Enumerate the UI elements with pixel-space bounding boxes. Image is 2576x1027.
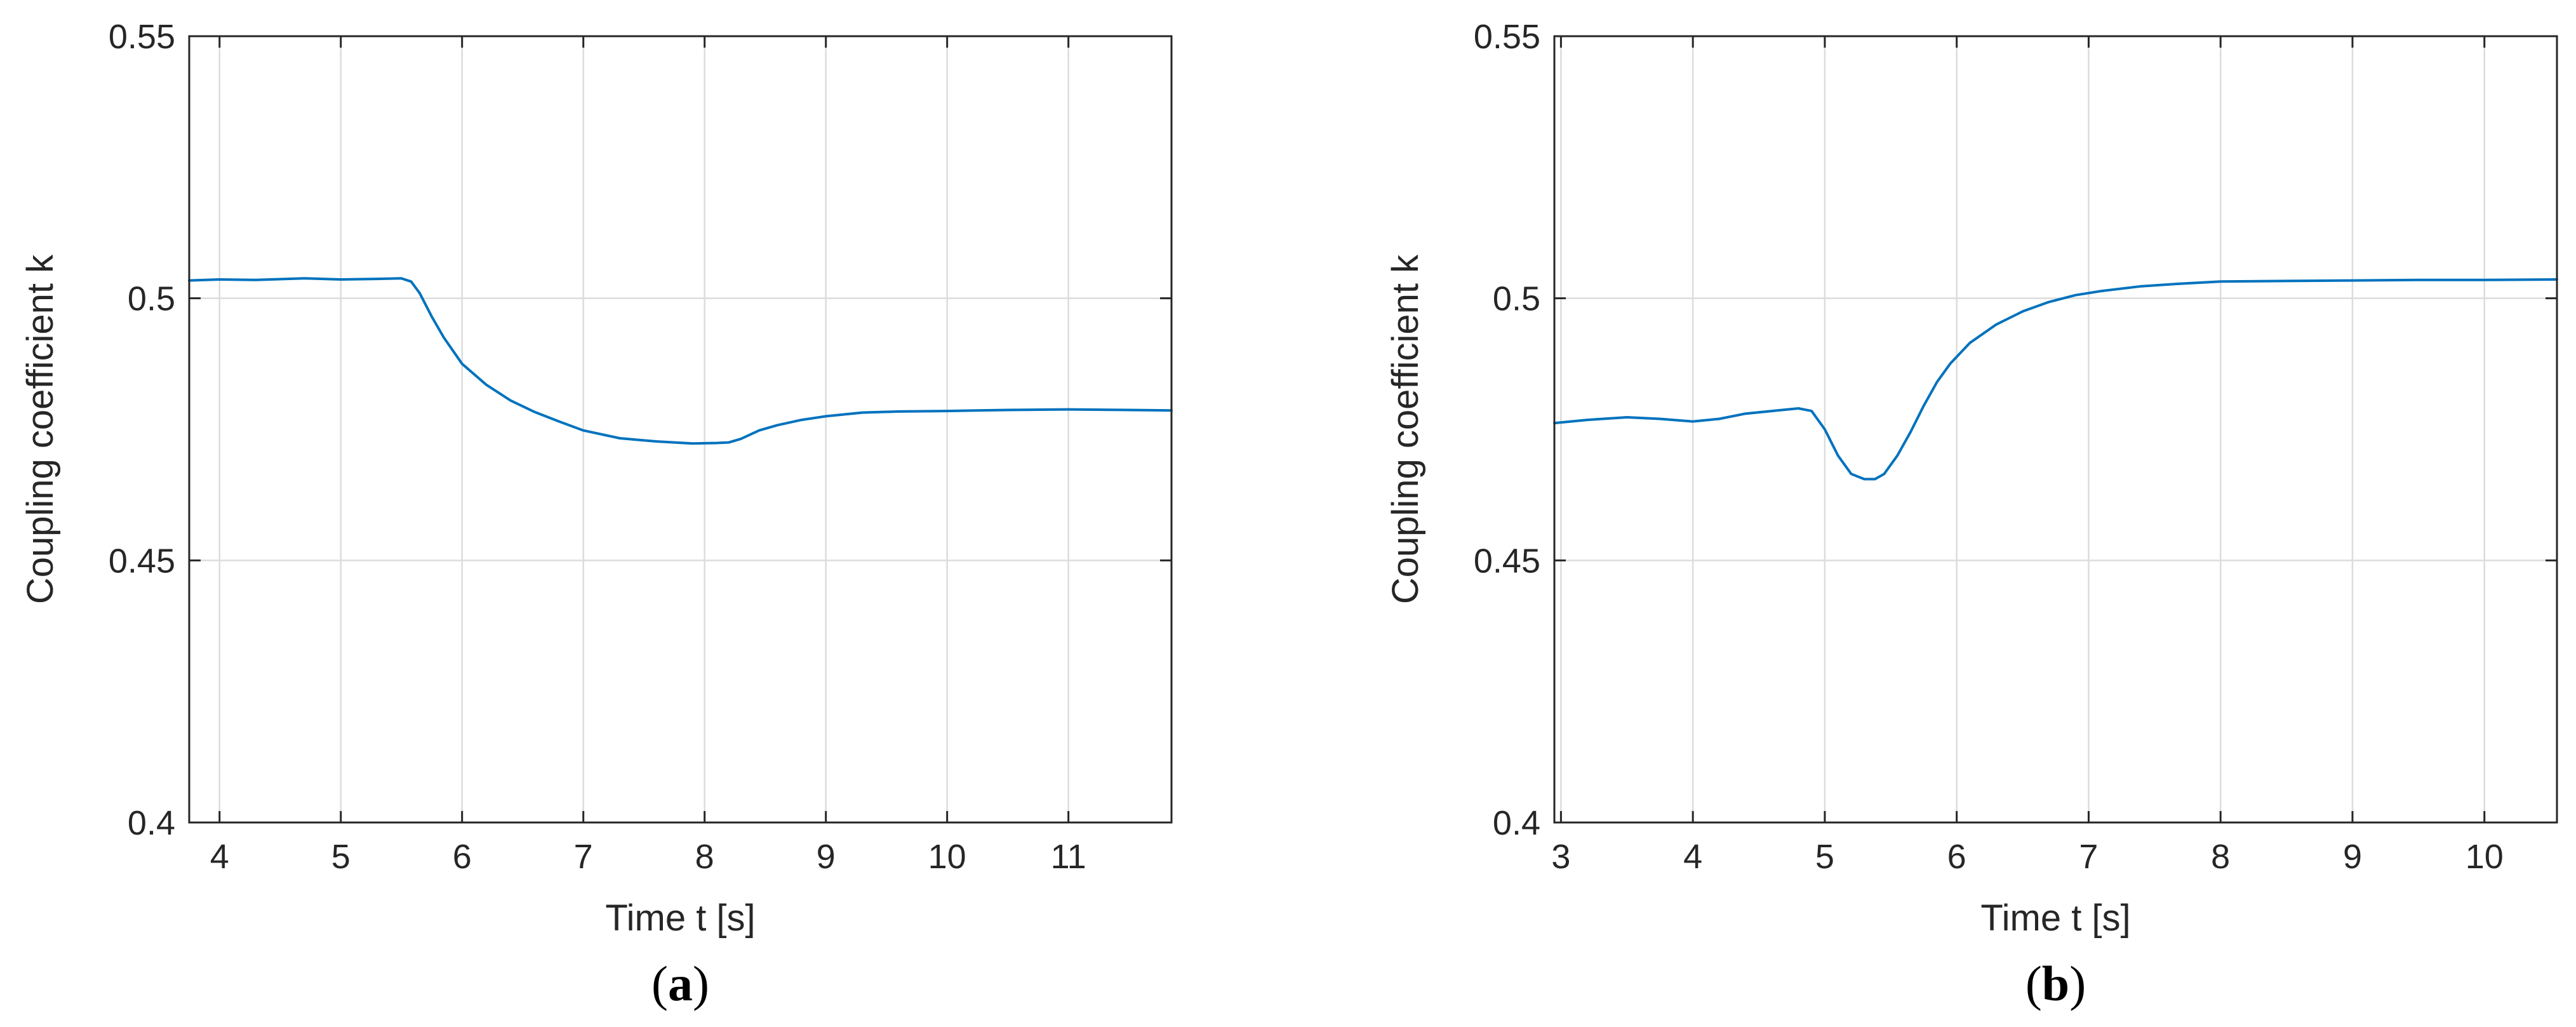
ticks-a (189, 35, 1171, 824)
panel-a: 4 5 6 7 8 9 10 11 0.4 0.45 0.5 0.55 Time t [s] Cou… (20, 18, 1173, 1011)
y-tick-label-b: 0.45 (1474, 542, 1540, 580)
y-axis-label-b: Coupling coefficient k (1385, 254, 1426, 604)
x-tick-label-a: 8 (695, 838, 714, 876)
y-tick-label-b: 0.4 (1493, 804, 1540, 842)
x-tick-label-a: 9 (817, 838, 836, 876)
series-line-a (188, 277, 1173, 445)
x-tick-label-a: 4 (210, 838, 229, 876)
x-tick-label-b: 6 (1947, 838, 1966, 876)
x-tick-label-b: 7 (2079, 838, 2098, 876)
x-tick-labels-a: 4 5 6 7 8 9 10 11 (210, 838, 1086, 876)
panel-b: 3 4 5 6 7 8 9 10 0.4 0.45 0.5 0.55 Time t [s] Coup… (1385, 18, 2558, 1011)
series-layer-b (1553, 278, 2558, 481)
grid-a (189, 35, 1171, 824)
x-tick-label-b: 3 (1551, 838, 1570, 876)
y-tick-label-b: 0.55 (1474, 18, 1540, 56)
caption-close-paren-a: ) (693, 956, 709, 1011)
plot-frame-a (188, 35, 1173, 824)
series-layer-a (188, 277, 1173, 445)
series-line-b (1553, 278, 2558, 481)
x-tick-label-a: 10 (928, 838, 966, 876)
ticks-b (1554, 35, 2557, 824)
grid-b (1554, 35, 2557, 824)
plot-frame-b (1553, 35, 2558, 824)
caption-letter-b: b (2042, 956, 2069, 1011)
y-tick-labels-a: 0.4 0.45 0.5 0.55 (109, 18, 175, 842)
panel-caption-b: (b) (2025, 956, 2086, 1011)
y-tick-label-b: 0.5 (1493, 280, 1540, 318)
x-tick-labels-b: 3 4 5 6 7 8 9 10 (1551, 838, 2503, 876)
caption-close-paren-b: ) (2069, 956, 2086, 1011)
y-tick-label-a: 0.45 (109, 542, 175, 580)
x-tick-label-b: 5 (1815, 838, 1834, 876)
caption-open-paren-b: ( (2025, 956, 2042, 1011)
y-tick-labels-b: 0.4 0.45 0.5 0.55 (1474, 18, 1540, 842)
x-tick-label-a: 5 (331, 838, 350, 876)
x-tick-label-a: 6 (453, 838, 472, 876)
x-tick-label-b: 9 (2343, 838, 2362, 876)
x-axis-label-b: Time t [s] (1980, 897, 2130, 939)
panel-caption-a: (a) (651, 956, 709, 1011)
x-tick-label-a: 7 (574, 838, 593, 876)
caption-open-paren-a: ( (651, 956, 668, 1011)
y-tick-label-a: 0.4 (128, 804, 175, 842)
caption-letter-a: a (668, 956, 693, 1011)
y-axis-label-a: Coupling coefficient k (20, 254, 61, 604)
x-axis-label-a: Time t [s] (605, 897, 755, 939)
y-tick-label-a: 0.5 (128, 280, 175, 318)
x-tick-label-b: 8 (2211, 838, 2230, 876)
y-tick-label-a: 0.55 (109, 18, 175, 56)
x-tick-label-b: 4 (1683, 838, 1702, 876)
x-tick-label-b: 10 (2466, 838, 2504, 876)
x-tick-label-a: 11 (1051, 838, 1086, 876)
